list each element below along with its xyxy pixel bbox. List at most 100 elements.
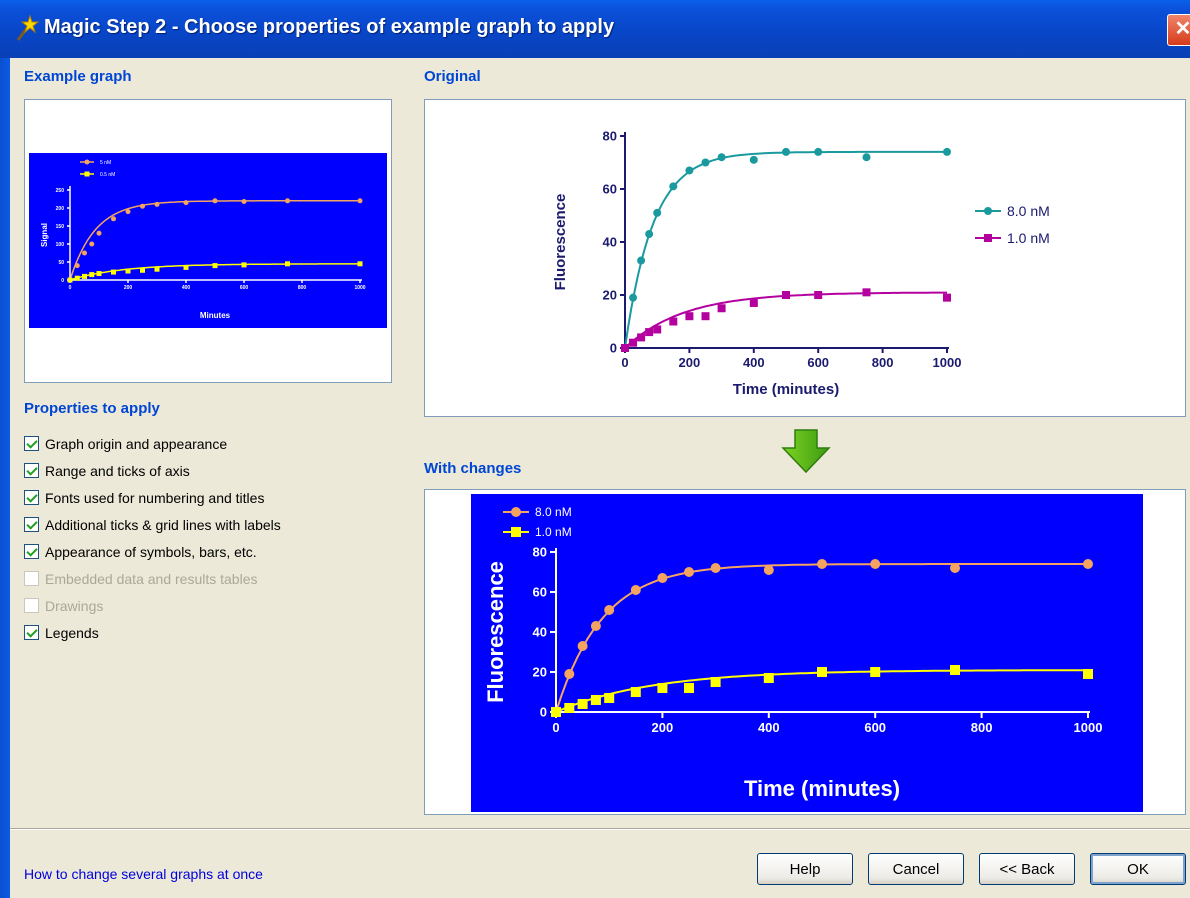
footer-separator [10,828,1190,830]
legend-marker [511,507,521,517]
data-point [82,250,87,256]
x-axis-title: Time (minutes) [733,381,839,398]
x-tick-label: 800 [872,355,894,370]
x-tick-label: 1000 [933,355,962,370]
data-point [685,312,694,321]
properties-list: Graph origin and appearance Range and tic… [24,430,384,646]
data-point [950,665,960,675]
x-axis-title: Time (minutes) [744,776,900,801]
back-button[interactable]: << Back [979,853,1075,885]
data-point [814,291,823,299]
y-tick-label: 60 [533,585,547,600]
data-point [717,304,726,313]
data-point [645,230,654,239]
data-point [685,166,694,175]
y-tick-label: 40 [533,625,547,640]
property-label: Additional ticks & grid lines with label… [45,516,281,533]
property-appearance-of-symbols-bars-etc[interactable]: Appearance of symbols, bars, etc. [24,538,384,565]
y-tick-label: 60 [603,182,617,197]
property-graph-origin-and-appearance[interactable]: Graph origin and appearance [24,430,384,457]
property-label: Embedded data and results tables [45,570,258,587]
data-point [74,263,80,269]
y-tick-label: 20 [533,665,547,680]
y-tick-label: 250 [56,188,65,194]
data-point [125,209,131,215]
data-point [657,573,668,583]
data-point [630,585,641,595]
data-point [551,707,561,717]
help-button[interactable]: Help [757,853,853,885]
cancel-button[interactable]: Cancel [868,853,964,885]
x-axis-title: Minutes [200,311,231,320]
data-point [111,216,116,222]
data-point [701,312,710,321]
data-point [212,263,218,269]
property-fonts-used-for-numbering-and-titles[interactable]: Fonts used for numbering and titles [24,484,384,511]
data-point [629,293,638,302]
data-point [564,669,575,679]
data-point [710,677,721,687]
property-checkbox[interactable] [24,625,39,640]
data-point [684,567,694,577]
y-tick-label: 80 [603,129,617,144]
data-point [782,147,790,156]
property-range-and-ticks-of-axis[interactable]: Range and ticks of axis [24,457,384,484]
close-button[interactable]: ✕ [1167,14,1190,46]
x-tick-label: 200 [679,355,701,370]
example-graph-panel[interactable]: 0 50 100 150 200 250 0 200 400 600 800 1000 Minutes S… [24,99,392,383]
data-point [637,333,646,342]
y-tick-label: 80 [533,545,547,560]
y-tick-label: 20 [603,288,617,303]
property-legends[interactable]: Legends [24,619,384,646]
property-label: Range and ticks of axis [45,462,190,479]
x-tick-label: 1000 [1074,720,1103,735]
ok-button[interactable]: OK [1090,853,1186,885]
property-checkbox[interactable] [24,544,39,559]
legend-label: 5 nM [100,160,111,166]
property-checkbox[interactable] [24,490,39,505]
original-graph-panel: 0 20 40 60 80 0 200 400 600 800 1000 Time (minutes)… [424,99,1186,417]
legend-label: 8.0 nM [535,505,572,519]
window-title: Magic Step 2 - Choose properties of exam… [44,16,615,38]
data-point [183,200,189,206]
data-point [943,293,951,302]
data-point [357,261,363,267]
property-embedded-data-and-results-tables: Embedded data and results tables [24,565,384,592]
property-additional-ticks-grid-lines-with-labels[interactable]: Additional ticks & grid lines with label… [24,511,384,538]
data-point [285,261,290,267]
y-tick-label: 40 [603,235,617,250]
data-point [212,198,218,204]
x-tick-label: 600 [864,720,886,735]
data-point [870,559,881,569]
legend-label: 1.0 nM [1007,230,1050,246]
property-checkbox[interactable] [24,436,39,451]
y-tick-label: 0 [610,341,617,356]
data-point [630,687,641,697]
data-point [89,272,95,278]
x-tick-label: 400 [182,285,191,291]
data-point [111,269,116,275]
data-point [817,667,827,677]
x-tick-label: 200 [124,285,133,291]
data-point [590,695,601,705]
property-checkbox[interactable] [24,463,39,478]
window-frame [0,58,10,898]
example-graph-chart: 0 50 100 150 200 250 0 200 400 600 800 1000 Minutes S… [29,153,387,328]
title-bar[interactable]: Magic Step 2 - Choose properties of exam… [0,0,1190,59]
property-checkbox[interactable] [24,517,39,532]
how-to-change-link[interactable]: How to change several graphs at once [24,866,263,882]
data-point [621,344,629,352]
chart-background [29,153,387,328]
data-point [74,275,80,281]
property-label: Fonts used for numbering and titles [45,489,265,506]
data-point [763,565,774,575]
data-point [657,683,668,693]
data-point [1083,669,1093,679]
y-tick-label: 200 [56,206,65,212]
y-axis-title: Fluorescence [483,561,508,703]
arrow-down-icon [781,429,831,474]
legend-marker [511,527,521,537]
data-point [82,273,87,279]
